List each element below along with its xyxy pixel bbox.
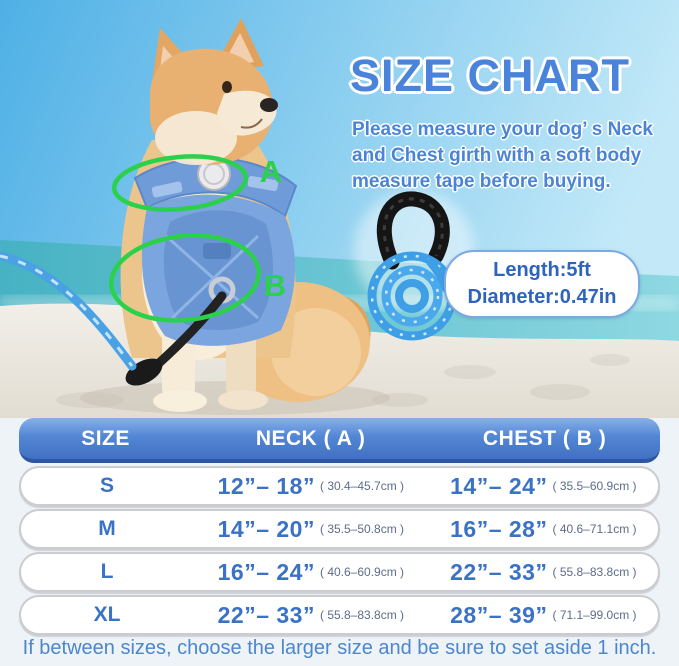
dog-nose (260, 98, 278, 112)
leash-handle-texture (382, 197, 444, 263)
beach-scene-illustration: A B (0, 0, 679, 418)
neck-inches: 12”– 18” (217, 472, 315, 499)
chest-inches: 16”– 28” (450, 515, 548, 542)
size-cell: S (99, 474, 114, 497)
sizing-advice-note: If between sizes, choose the larger size… (22, 637, 657, 659)
neck-cell: 12”– 18” ( 30.4–45.7cm ) (193, 473, 429, 500)
dog-cheek-fluff (155, 111, 237, 165)
size-cell: L (100, 560, 114, 583)
neck-label-a: A (260, 154, 282, 189)
dog-eye (222, 81, 232, 93)
table-header-row: SIZE NECK ( A ) CHEST ( B ) (19, 418, 660, 463)
measure-marks: A B (109, 154, 286, 323)
attached-leash (0, 251, 227, 386)
neck-measure-ellipse (111, 154, 249, 212)
neck-inches: 22”– 33” (217, 601, 315, 628)
neck-cm: ( 40.6–60.9cm ) (319, 565, 405, 579)
chest-cm: ( 71.1–99.0cm ) (552, 608, 637, 622)
leash-bungee (153, 291, 227, 369)
neck-cell: 16”– 24” ( 40.6–60.9cm ) (193, 559, 429, 586)
chest-inches: 14”– 24” (450, 472, 548, 499)
harness-webbing-loop (203, 243, 231, 259)
chest-measure-ellipse (109, 233, 261, 323)
leash-spec-pill: Length:5ft Diameter:0.47in (444, 250, 640, 318)
chest-cell: 22”– 33” ( 55.8–83.8cm ) (429, 559, 658, 586)
neck-cm: ( 35.5–50.8cm ) (319, 522, 405, 536)
page-title: SIZE CHART (350, 50, 630, 101)
leash-coil-fleck2 (384, 268, 440, 324)
chest-label-b: B (264, 268, 286, 303)
harness-reflective-strip-left (151, 181, 183, 198)
dog-paw-near (153, 390, 207, 412)
neck-inches: 14”– 20” (217, 515, 315, 542)
chest-cell: 14”– 24” ( 35.5–60.9cm ) (429, 473, 658, 500)
neck-cell: 14”– 20” ( 35.5–50.8cm ) (193, 516, 429, 543)
chest-cell: 28”– 39” ( 71.1–99.0cm ) (429, 602, 658, 629)
table-row: S 12”– 18” ( 30.4–45.7cm ) 14”– 24” ( 35… (19, 466, 660, 506)
size-cell: XL (93, 603, 121, 626)
table-row: XL 22”– 33” ( 55.8–83.8cm ) 28”– 39” ( 7… (19, 595, 660, 635)
dog-mouth (240, 118, 263, 129)
table-row: M 14”– 20” ( 35.5–50.8cm ) 16”– 28” ( 40… (19, 509, 660, 549)
instruction-line: and Chest girth with a soft body (352, 145, 642, 166)
leash-diameter: Diameter:0.47in (467, 286, 617, 308)
chest-cm: ( 55.8–83.8cm ) (552, 565, 637, 579)
instruction-line: measure tape before buying. (352, 171, 611, 192)
leash-rope-flecks (0, 254, 134, 367)
leash-coil-inner (395, 279, 429, 313)
chest-cell: 16”– 28” ( 40.6–71.1cm ) (429, 516, 658, 543)
header-size: SIZE (81, 426, 130, 450)
size-table: SIZE NECK ( A ) CHEST ( B ) S 12”– 18” (… (19, 418, 660, 635)
chest-inches: 28”– 39” (450, 601, 548, 628)
instruction-line: Please measure your dog’ s Neck (352, 119, 653, 140)
header-chest: CHEST ( B ) (482, 426, 607, 450)
measuring-instructions: Please measure your dog’ s Neck and Ches… (352, 117, 672, 195)
chest-cm: ( 35.5–60.9cm ) (552, 479, 637, 493)
neck-cell: 22”– 33” ( 55.8–83.8cm ) (193, 602, 429, 629)
dog-paw-far (218, 390, 268, 410)
beach-photo: A B SIZE CHART Please measure your dog’ … (0, 0, 679, 418)
chest-inches: 22”– 33” (450, 558, 548, 585)
leash-length: Length:5ft (493, 259, 591, 281)
dog-head (150, 18, 278, 165)
size-cell: M (98, 517, 116, 540)
chest-cm: ( 40.6–71.1cm ) (552, 522, 637, 536)
header-neck: NECK ( A ) (255, 426, 366, 450)
neck-cm: ( 55.8–83.8cm ) (319, 608, 405, 622)
neck-inches: 16”– 24” (217, 558, 315, 585)
harness-reflective-strip-right (247, 175, 279, 192)
table-row: L 16”– 24” ( 40.6–60.9cm ) 22”– 33” ( 55… (19, 552, 660, 592)
neck-cm: ( 30.4–45.7cm ) (319, 479, 405, 493)
